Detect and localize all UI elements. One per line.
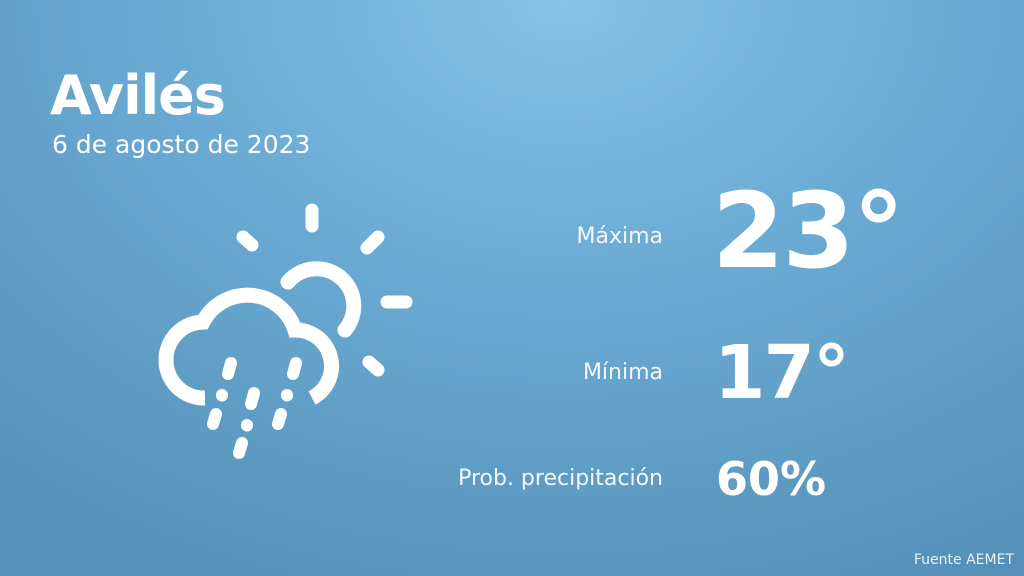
forecast-date: 6 de agosto de 2023 <box>52 130 311 159</box>
precipitation-label: Prob. precipitación <box>458 466 663 491</box>
max-temp-value: 23° <box>712 170 905 292</box>
cloud-sun-rain-icon <box>158 203 413 459</box>
max-temp-label: Máxima <box>576 224 663 249</box>
precipitation-value: 60% <box>716 452 827 506</box>
source-credit: Fuente AEMET <box>913 552 1014 568</box>
city-title: Avilés <box>50 64 226 127</box>
min-temp-label: Mínima <box>582 360 663 385</box>
min-temp-value: 17° <box>714 330 850 416</box>
